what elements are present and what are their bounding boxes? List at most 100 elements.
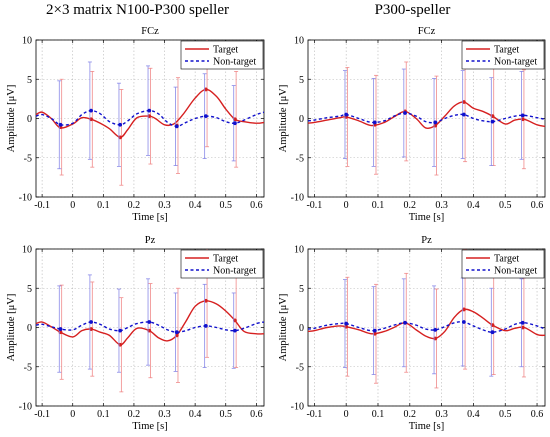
nontarget-marker (58, 122, 63, 127)
y-tick-label: 10 (22, 36, 32, 47)
legend-nontarget-label: Non-target (213, 57, 256, 68)
nontarget-series-line (36, 321, 264, 333)
x-tick-label: 0.2 (128, 200, 141, 211)
legend-nontarget-label: Non-target (213, 266, 256, 277)
nontarget-marker (372, 328, 377, 333)
chart-title: FCz (141, 26, 159, 37)
legend-box (180, 40, 264, 70)
x-tick-label: 0.6 (250, 409, 263, 420)
nontarget-marker (233, 328, 237, 333)
nontarget-marker (490, 119, 495, 124)
x-tick-label: 0 (70, 409, 75, 420)
nontarget-marker (490, 330, 495, 335)
nontarget-marker (58, 327, 63, 331)
nontarget-marker (344, 112, 349, 117)
x-tick-label: 0 (70, 200, 75, 211)
y-tick-label: 0 (27, 323, 32, 334)
x-tick-label: 0.3 (435, 200, 448, 211)
y-tick-label: -5 (24, 153, 32, 164)
chart-panel-2: -0.1 0 0.1 0.2 0.3 0.4 0.5 0.6 -10 -5 0 5 10 FCz Time … (278, 26, 546, 223)
y-tick-label: 5 (299, 284, 304, 295)
legend-target-label: Target (494, 254, 519, 265)
nontarget-marker (344, 321, 349, 326)
nontarget-marker (433, 327, 438, 332)
x-tick-label: 0.4 (189, 409, 202, 420)
nontarget-marker (118, 328, 123, 333)
nontarget-marker (233, 121, 237, 126)
y-tick-label: 0 (27, 114, 32, 125)
chart-panel-1: -0.1 0 0.1 0.2 0.3 0.4 0.5 0.6 -10 -5 0 5 10 FCz Time … (6, 26, 265, 223)
y-tick-label: -10 (19, 193, 32, 204)
x-tick-label: 0.6 (531, 200, 544, 211)
x-axis-label: Time [s] (132, 421, 168, 432)
x-tick-label: 0.4 (467, 200, 480, 211)
legend-nontarget-label: Non-target (494, 266, 537, 277)
plot-marks (308, 41, 545, 176)
y-tick-label: -5 (24, 362, 32, 373)
y-tick-label: 10 (294, 36, 304, 47)
nontarget-marker (520, 113, 525, 118)
y-tick-label: 0 (299, 323, 304, 334)
x-tick-label: 0.1 (97, 409, 110, 420)
x-tick-label: -0.1 (34, 409, 50, 420)
x-tick-label: 0 (344, 200, 349, 211)
x-axis-label: Time [s] (132, 212, 168, 223)
nontarget-marker (203, 114, 208, 119)
x-tick-label: 0.3 (158, 200, 171, 211)
x-tick-label: 0.5 (499, 200, 512, 211)
nontarget-marker (174, 124, 179, 129)
x-tick-label: 0.1 (372, 409, 385, 420)
y-axis-label: Amplitude [μV] (278, 85, 289, 153)
nontarget-marker (433, 120, 438, 125)
x-tick-label: -0.1 (306, 409, 322, 420)
left-column-title: 2×3 matrix N100-P300 speller (45, 2, 230, 18)
x-tick-label: 0.2 (404, 200, 417, 211)
chart-panel-3: -0.1 0 0.1 0.2 0.3 0.4 0.5 0.6 -10 -5 0 5 10 Pz Time [… (6, 235, 265, 432)
nontarget-marker (372, 120, 377, 125)
nontarget-marker (461, 112, 466, 117)
y-tick-label: 10 (22, 245, 32, 256)
nontarget-marker (89, 108, 93, 113)
x-tick-label: 0.2 (128, 409, 141, 420)
chart-title: Pz (145, 235, 156, 246)
x-axis-label: Time [s] (409, 421, 445, 432)
nontarget-marker (174, 330, 179, 335)
legend-target-label: Target (494, 45, 519, 56)
x-tick-label: 0 (344, 409, 349, 420)
legend-target-label: Target (213, 254, 238, 265)
y-tick-label: 10 (294, 245, 304, 256)
x-tick-label: 0.6 (250, 200, 263, 211)
x-tick-label: 0.5 (219, 200, 232, 211)
y-tick-label: -10 (291, 402, 304, 413)
chart-title: FCz (418, 26, 436, 37)
legend-box (180, 249, 264, 279)
y-tick-label: -10 (291, 193, 304, 204)
nontarget-marker (520, 320, 525, 325)
nontarget-marker (147, 108, 152, 113)
y-axis-label: Amplitude [μV] (278, 294, 289, 362)
nontarget-marker (403, 320, 407, 325)
y-tick-label: 0 (299, 114, 304, 125)
legend-box (461, 249, 545, 279)
plot-marks (36, 40, 264, 186)
nontarget-marker (203, 324, 208, 328)
x-tick-label: 0.6 (531, 409, 544, 420)
chart-title: Pz (421, 235, 432, 246)
y-tick-label: -10 (19, 402, 32, 413)
x-tick-label: 0.1 (97, 200, 110, 211)
chart-panel-4: -0.1 0 0.1 0.2 0.3 0.4 0.5 0.6 -10 -5 0 5 10 Pz Time [… (278, 235, 546, 432)
y-tick-label: 5 (27, 75, 32, 86)
y-tick-label: 5 (299, 75, 304, 86)
nontarget-marker (461, 320, 466, 324)
nontarget-marker (403, 111, 407, 115)
x-tick-label: 0.3 (158, 409, 171, 420)
x-axis-label: Time [s] (409, 212, 445, 223)
x-tick-label: 0.3 (435, 409, 448, 420)
x-tick-label: 0.4 (467, 409, 480, 420)
y-tick-label: -5 (296, 153, 304, 164)
nontarget-series-line (308, 321, 545, 333)
legend-target-label: Target (213, 45, 238, 56)
y-tick-label: -5 (296, 362, 304, 373)
x-tick-label: 0.2 (404, 409, 417, 420)
